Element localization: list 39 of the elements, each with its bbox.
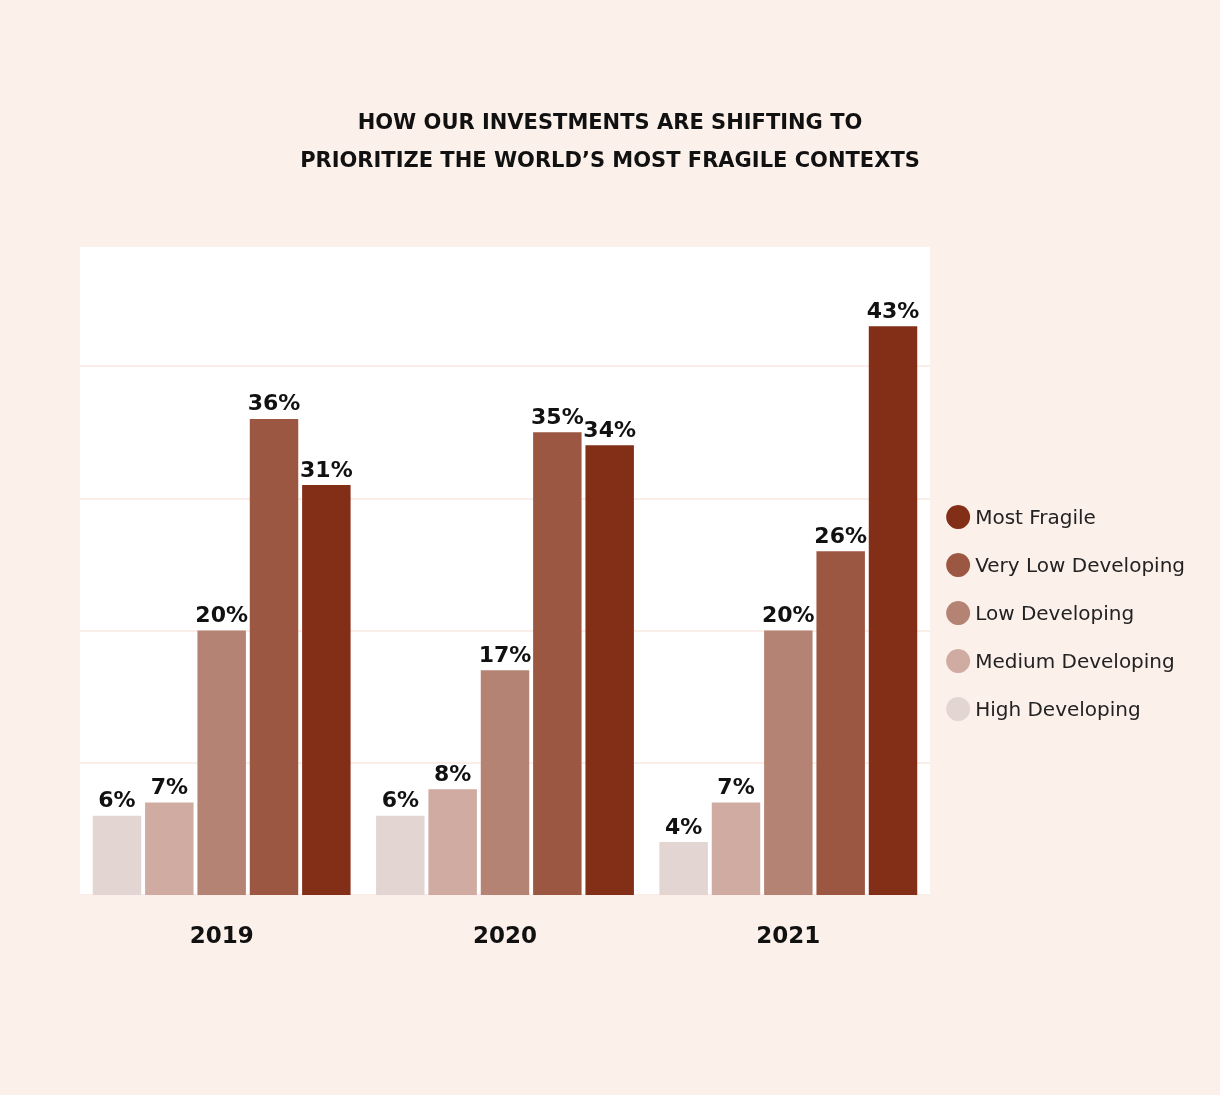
legend-label: Very Low Developing xyxy=(975,553,1186,577)
bar xyxy=(868,326,918,895)
data-label: 6% xyxy=(98,787,136,813)
chart-title: HOW OUR INVESTMENTS ARE SHIFTING TO PRIORITIZE THE WORLD’S MOST FRAGILE CONTEXTS xyxy=(300,110,920,172)
bar xyxy=(659,842,708,895)
data-label: 8% xyxy=(433,760,472,786)
bar xyxy=(816,551,865,895)
legend-label: Low Developing xyxy=(975,601,1135,625)
data-label: 17% xyxy=(478,641,532,667)
data-label: 26% xyxy=(814,522,868,548)
bar xyxy=(585,445,634,895)
bar xyxy=(428,789,477,895)
bar xyxy=(480,670,530,895)
data-label: 35% xyxy=(531,403,584,429)
bar xyxy=(533,432,582,895)
x-tick-label: 2019 xyxy=(189,921,254,948)
bar xyxy=(711,802,761,895)
x-tick-label: 2020 xyxy=(472,921,538,948)
legend-label: Most Fragile xyxy=(975,505,1096,529)
data-label: 7% xyxy=(150,773,188,799)
data-label: 36% xyxy=(247,390,301,416)
x-tick-label: 2021 xyxy=(756,921,821,948)
legend-label: Medium Developing xyxy=(975,649,1175,673)
data-label: 20% xyxy=(762,602,815,628)
bar xyxy=(92,815,142,895)
bar xyxy=(764,630,813,895)
data-label: 34% xyxy=(583,416,637,442)
data-label: 31% xyxy=(300,456,353,482)
bar xyxy=(197,630,246,895)
bar xyxy=(302,485,351,895)
bar xyxy=(145,802,194,895)
bar xyxy=(249,418,299,895)
data-label: 7% xyxy=(717,773,755,799)
legend-label: High Developing xyxy=(975,697,1141,721)
data-label: 6% xyxy=(381,787,419,813)
bar xyxy=(376,815,425,895)
data-label: 20% xyxy=(195,602,248,628)
data-label: 43% xyxy=(866,297,920,323)
data-label: 4% xyxy=(664,813,703,839)
